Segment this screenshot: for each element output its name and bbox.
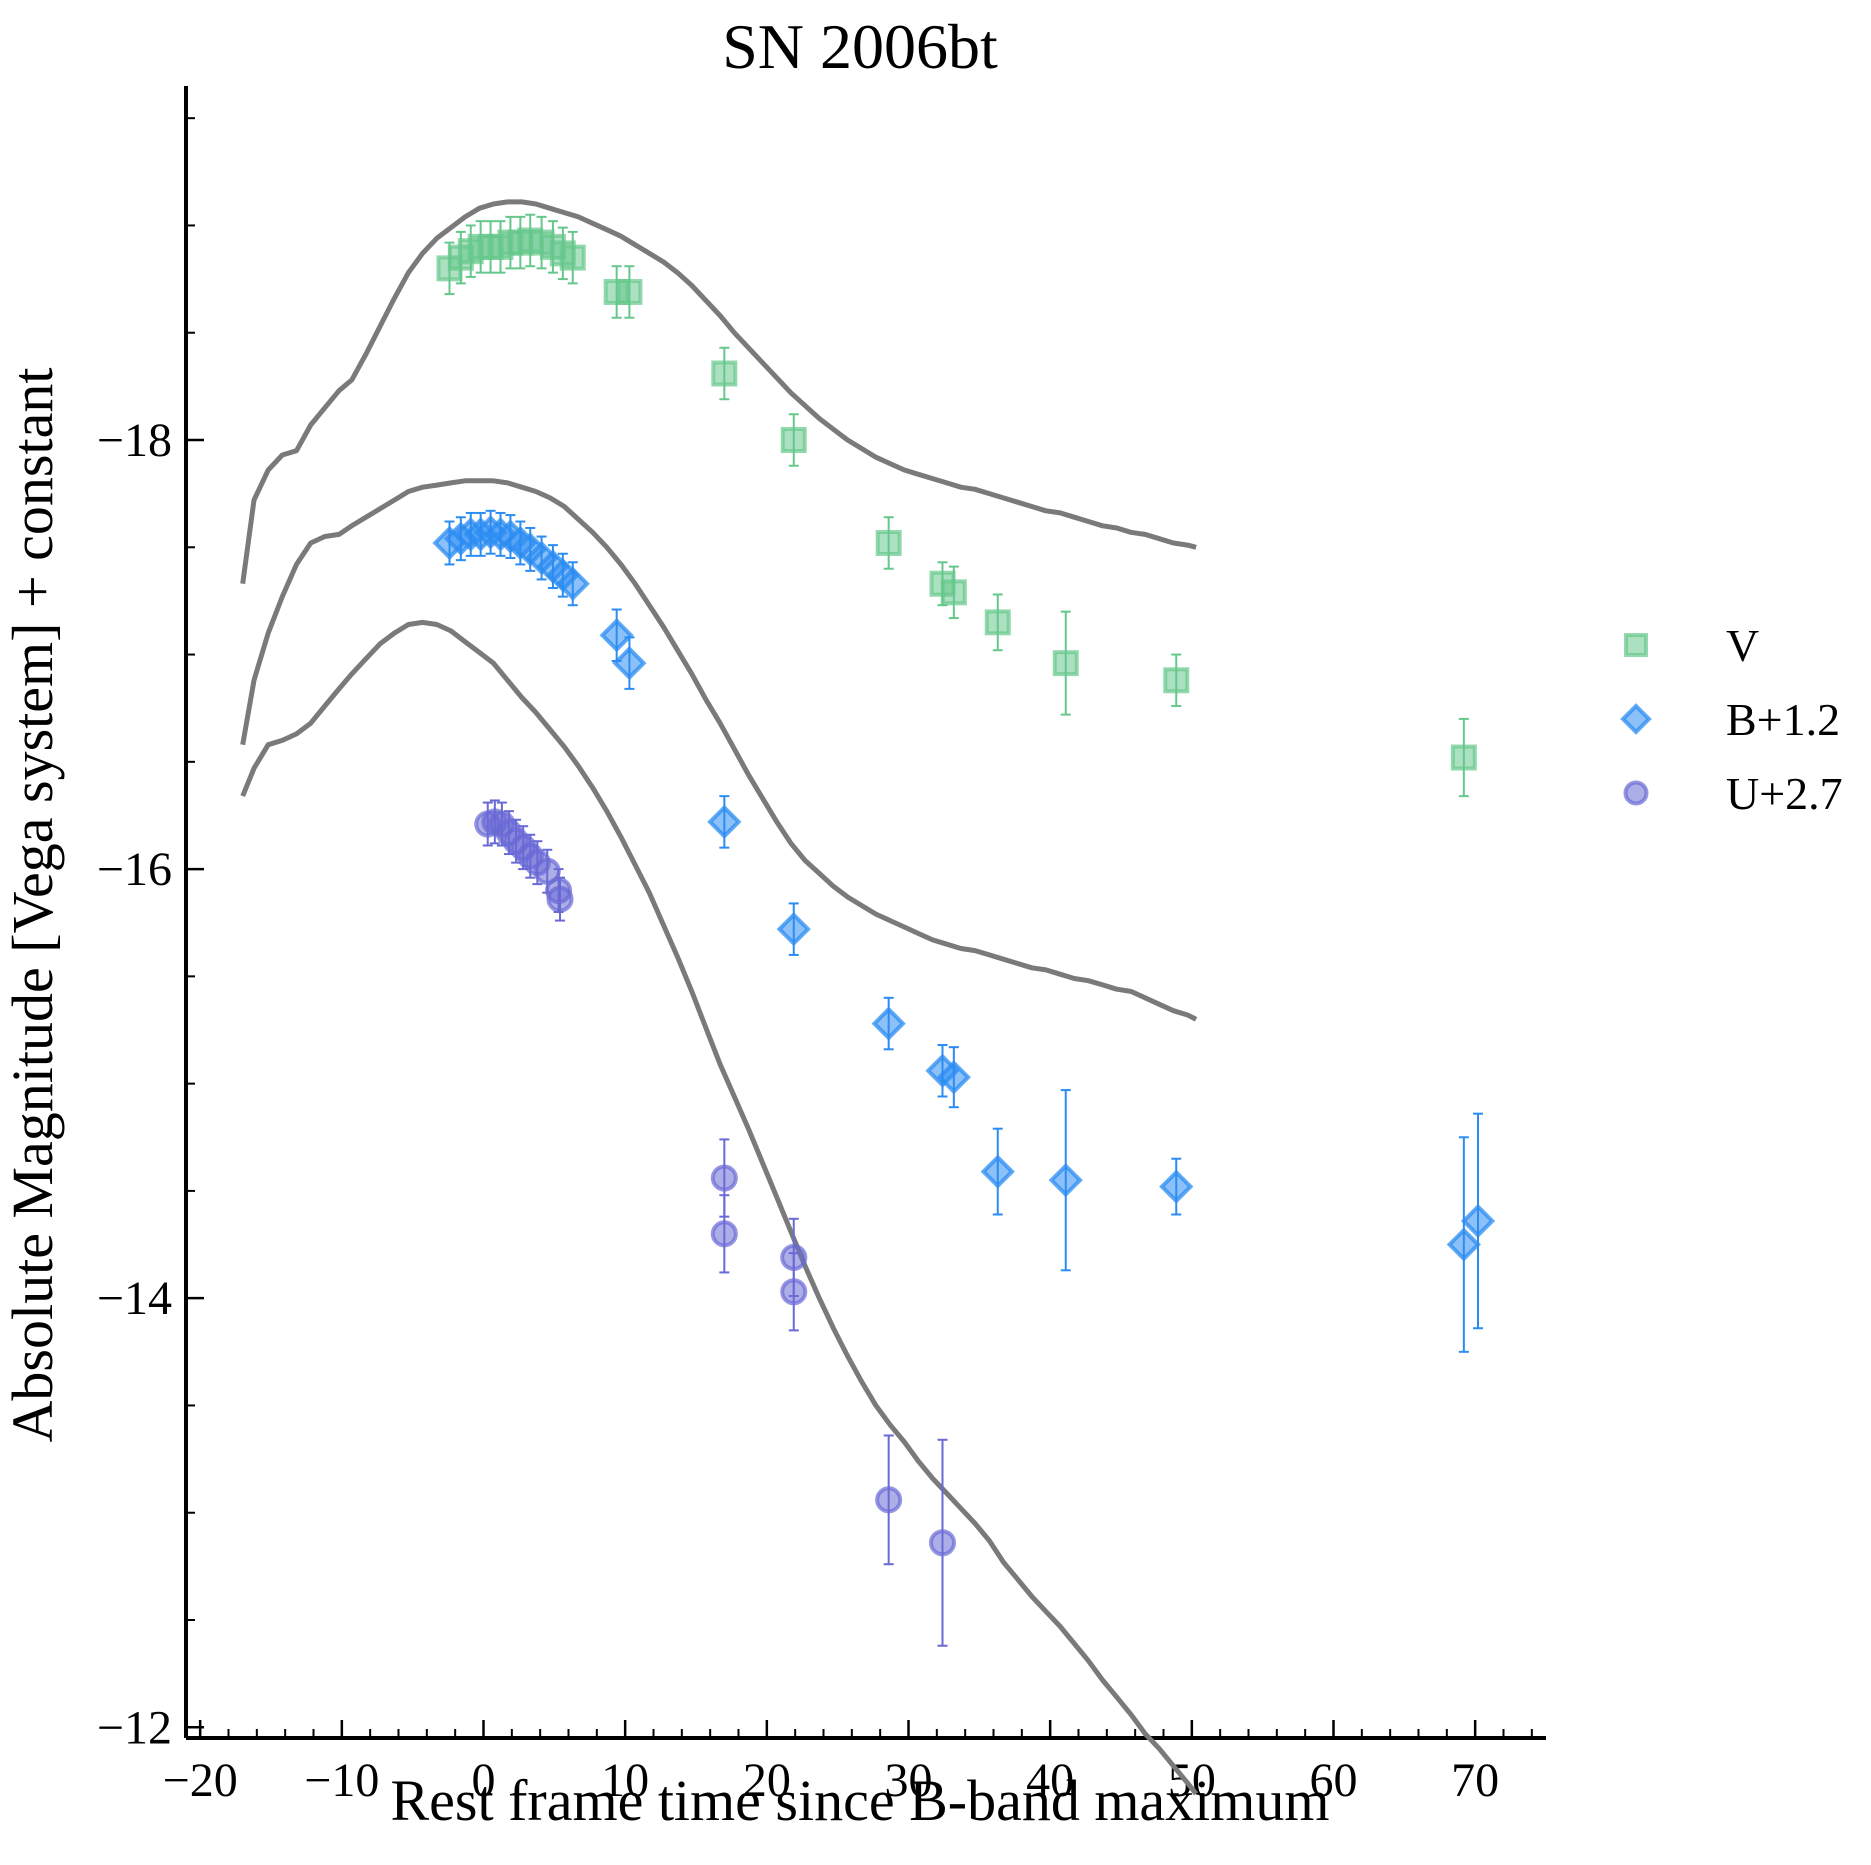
diamond-marker xyxy=(1446,1227,1481,1262)
circle-marker xyxy=(710,1220,738,1248)
y-tick-label: −16 xyxy=(97,843,172,896)
model-curve xyxy=(240,199,1197,585)
diamond-marker xyxy=(1460,1203,1496,1239)
y-tick-label: −18 xyxy=(97,414,172,467)
square-marker xyxy=(1163,667,1190,694)
y-tick-label: −12 xyxy=(97,1701,172,1754)
y-axis-label: Absolute Magnitude [Vega system] + const… xyxy=(0,368,65,1443)
circle-marker xyxy=(780,1278,808,1306)
x-tick-label: 50 xyxy=(1168,1754,1216,1807)
diamond-marker xyxy=(612,645,647,681)
square-marker xyxy=(1624,633,1648,657)
circle-marker xyxy=(546,885,574,913)
square-marker xyxy=(1052,650,1079,677)
diamond-marker xyxy=(980,1154,1015,1189)
square-marker xyxy=(711,360,738,387)
model-curves xyxy=(240,199,1199,1796)
x-tick-label: 0 xyxy=(472,1754,496,1807)
model-curve xyxy=(240,478,1198,1022)
legend-label: V xyxy=(1726,620,1759,671)
circle-marker xyxy=(928,1529,957,1557)
square-marker xyxy=(875,529,902,556)
diamond-marker xyxy=(871,1006,906,1041)
diamond-marker xyxy=(1048,1163,1083,1198)
diamond-marker xyxy=(1159,1169,1194,1204)
diamond-marker xyxy=(707,804,742,840)
legend-label: U+2.7 xyxy=(1726,768,1843,819)
square-marker xyxy=(940,579,967,606)
x-tick-label: 60 xyxy=(1310,1754,1358,1807)
x-tick-label: 10 xyxy=(601,1754,649,1807)
axes: −20 −10 0 10 20 30 40 50 60 70 −18 −16 −14 −12 xyxy=(97,86,1546,1807)
square-marker xyxy=(780,427,807,453)
square-marker xyxy=(616,278,643,305)
chart-title: SN 2006bt xyxy=(722,11,998,82)
x-tick-label: 30 xyxy=(885,1754,933,1807)
series-b-1-2 xyxy=(432,509,1496,1353)
x-tick-label: 70 xyxy=(1451,1754,1499,1807)
diamond-marker xyxy=(1620,703,1652,735)
x-tick-label: −20 xyxy=(163,1754,238,1807)
series-v xyxy=(436,213,1477,798)
square-marker xyxy=(1450,744,1477,771)
diamond-marker xyxy=(555,566,590,601)
circle-marker xyxy=(875,1486,903,1514)
data-points xyxy=(432,213,1496,1647)
series-u-2-7 xyxy=(474,799,957,1647)
circle-marker xyxy=(1623,780,1649,806)
square-marker xyxy=(984,609,1011,636)
square-marker xyxy=(559,244,586,271)
x-tick-label: −10 xyxy=(304,1754,379,1807)
diamond-marker xyxy=(599,618,634,653)
x-tick-label: 40 xyxy=(1026,1754,1074,1807)
diamond-marker xyxy=(936,1060,971,1095)
circle-marker xyxy=(710,1164,738,1192)
legend-label: B+1.2 xyxy=(1726,694,1840,745)
legend: V B+1.2 U+2.7 xyxy=(1620,620,1843,819)
y-tick-label: −14 xyxy=(97,1272,172,1325)
model-curve xyxy=(240,619,1199,1796)
x-axis-label: Rest frame time since B-band maximum xyxy=(390,1768,1329,1833)
x-tick-label: 20 xyxy=(743,1754,791,1807)
diamond-marker xyxy=(776,912,811,947)
